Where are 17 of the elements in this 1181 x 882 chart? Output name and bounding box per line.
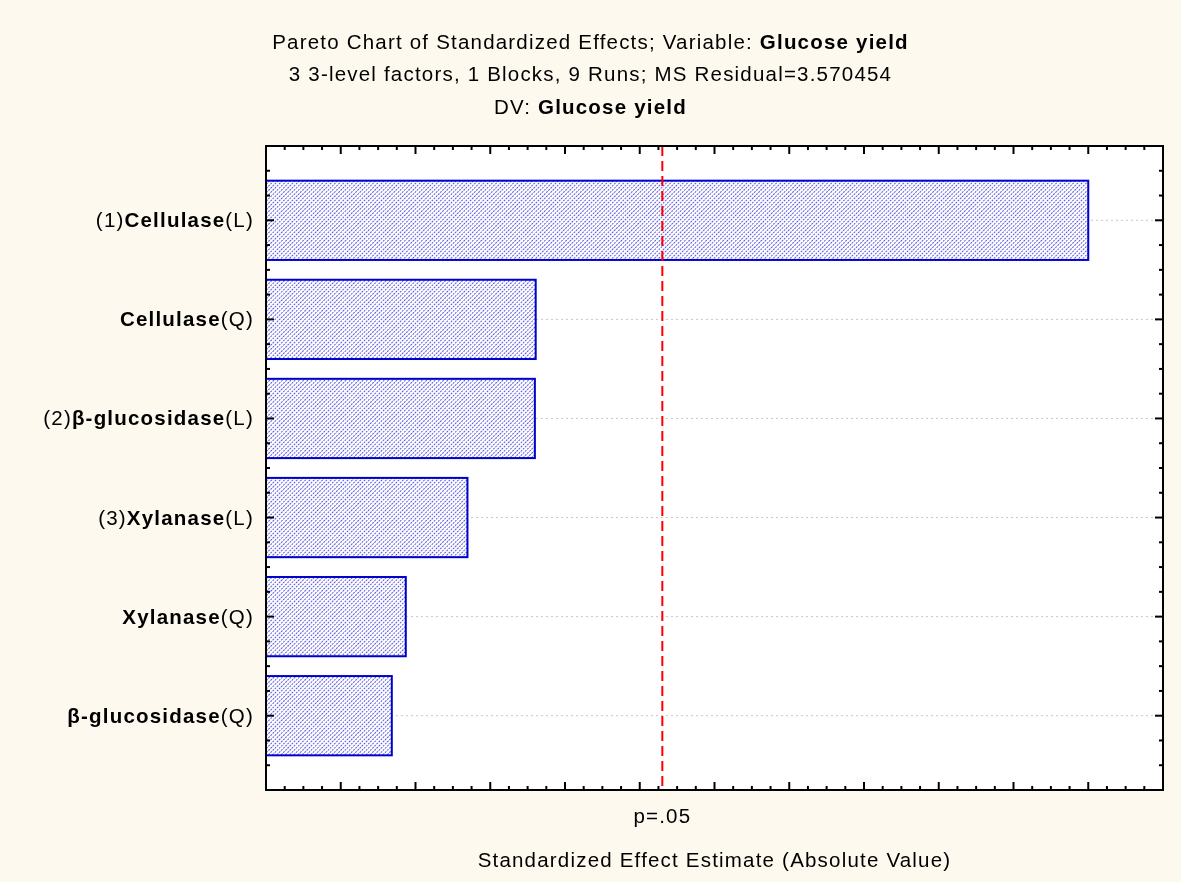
chart-subtitle: 3 3-level factors, 1 Blocks, 9 Runs; MS Residual=3.570454 — [288, 62, 893, 85]
bar — [265, 575, 407, 658]
bar — [265, 476, 469, 559]
text: DV: Glucose yield — [494, 95, 687, 118]
bar — [265, 675, 393, 757]
y-tick-label: (3)Xylanase(L) — [98, 505, 254, 529]
bar — [265, 278, 537, 361]
y-tick-label: β-glucosidase(Q) — [67, 703, 254, 727]
y-tick-label: (1)Cellulase(L) — [95, 208, 254, 232]
bar — [265, 179, 1090, 261]
y-tick-label: Cellulase(Q) — [119, 307, 254, 331]
bar — [265, 377, 536, 460]
y-tick-label: Xylanase(Q) — [122, 604, 254, 628]
ref-line-label: p=.05 — [633, 804, 692, 827]
chart-title: Pareto Chart of Standardized Effects; Variable: Glucose yield — [272, 30, 909, 53]
x-axis-title: Standardized Effect Estimate (Absolute Value) — [477, 848, 952, 871]
y-tick-label: (2)β-glucosidase(L) — [43, 406, 254, 430]
